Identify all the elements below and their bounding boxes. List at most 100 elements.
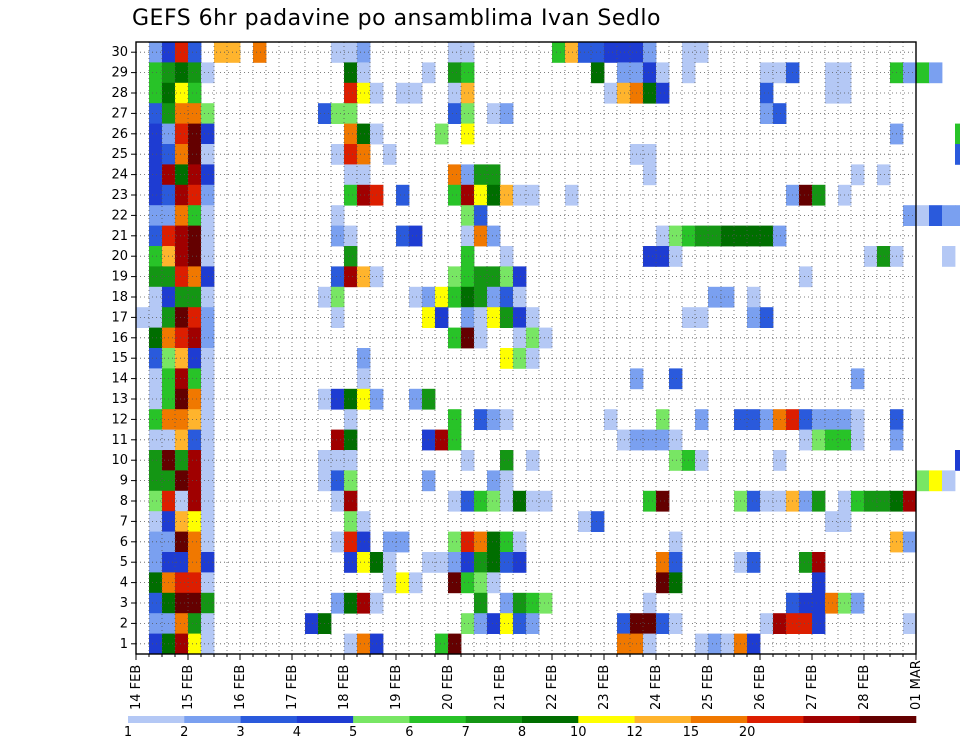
heatmap-cell [396,225,410,247]
heatmap-cell [851,409,865,430]
heatmap-cell [708,225,722,247]
heatmap-cell [331,225,345,247]
heatmap-cell [695,225,709,247]
heatmap-cell [760,225,774,247]
heatmap-cell [643,633,657,655]
heatmap-cell [201,450,215,471]
heatmap-cell [331,531,345,553]
heatmap-cell [201,266,215,288]
heatmap-cell [461,164,475,186]
x-tick-label: 14 FEB [129,665,144,710]
heatmap-cell [175,409,189,430]
heatmap-cell [799,429,813,451]
heatmap-cell [396,572,410,594]
colorbar-label: 12 [626,725,643,740]
heatmap-cell [149,552,163,573]
heatmap-cell [409,225,423,247]
heatmap-cell [149,103,163,124]
heatmap-cell [513,307,527,328]
heatmap-cell [175,42,189,63]
heatmap-cell [188,409,202,430]
heatmap-cell [201,429,215,451]
heatmap-cell [188,490,202,512]
heatmap-cell [331,470,345,492]
heatmap-cell [903,62,917,84]
heatmap-cell [773,62,787,84]
heatmap-cell [331,144,345,165]
colorbar-swatch [296,716,354,723]
heatmap-cell [812,409,826,430]
heatmap-cell [188,144,202,165]
heatmap-cell [448,286,462,308]
heatmap-cell [383,531,397,553]
heatmap-cell [461,613,475,634]
heatmap-cell [357,42,371,63]
heatmap-cell [695,42,709,63]
heatmap-cell [929,470,943,492]
heatmap-cell [175,62,189,84]
colorbar-label: 5 [349,725,357,740]
chart-title: GEFS 6hr padavine po ansamblima Ivan Sed… [132,6,661,31]
heatmap-cell [903,205,917,226]
colorbar-label: 2 [180,725,188,740]
colorbar-swatch [578,716,635,723]
heatmap-cell [656,490,670,512]
heatmap-cell [357,164,371,186]
y-tick-label: 25 [111,147,128,162]
heatmap-cell [357,552,371,573]
heatmap-cell [448,82,462,104]
heatmap-cell [331,266,345,288]
heatmap-cell [760,103,774,124]
heatmap-cell [461,184,475,206]
heatmap-cell [695,307,709,328]
colorbar-swatch [465,716,523,723]
heatmap-cell [500,470,514,492]
y-tick-label: 22 [111,208,128,223]
x-tick-label: 01 MAR [909,660,924,710]
y-tick-label: 21 [111,229,128,244]
heatmap-cell [942,246,956,267]
heatmap-cell [136,307,150,328]
heatmap-cell [201,613,215,634]
heatmap-cell [201,633,215,655]
heatmap-cell [747,633,761,655]
x-tick-label: 22 FEB [545,665,560,710]
heatmap-cell [656,82,670,104]
heatmap-cell [149,327,163,349]
colorbar-label: 20 [739,725,756,740]
heatmap-cell [188,225,202,247]
heatmap-cell [487,103,501,124]
heatmap-cell [513,552,527,573]
heatmap-cell [929,62,943,84]
heatmap-cell [344,164,358,186]
heatmap-cell [344,592,358,614]
heatmap-cell [617,429,631,451]
heatmap-cell [773,613,787,634]
heatmap-cell [500,246,514,267]
heatmap-cell [344,184,358,206]
heatmap-cell [188,450,202,471]
heatmap-cell [149,633,163,655]
heatmap-cell [201,531,215,553]
heatmap-cell [188,613,202,634]
heatmap-cell [643,429,657,451]
heatmap-cell [487,184,501,206]
heatmap-cell [916,62,930,84]
colorbar-label: 4 [293,725,301,740]
x-tick-label: 18 FEB [337,665,352,710]
colorbar-swatch [690,716,748,723]
heatmap-cell [799,409,813,430]
heatmap-cell [487,531,501,553]
heatmap-cell [396,531,410,553]
heatmap-cell [188,62,202,84]
colorbar-label: 3 [236,725,244,740]
heatmap-cell [461,450,475,471]
y-tick-label: 14 [111,372,128,387]
heatmap-cell [799,266,813,288]
heatmap-cell [344,552,358,573]
heatmap-cell [344,225,358,247]
heatmap-cell [812,592,826,614]
heatmap-cell [747,409,761,430]
heatmap-cell [929,205,943,226]
heatmap-cell [188,633,202,655]
